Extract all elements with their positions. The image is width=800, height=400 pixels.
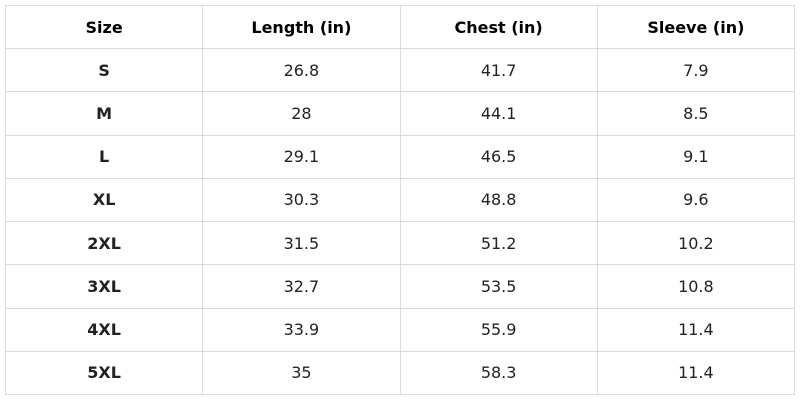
size-cell: XL (4, 177, 204, 223)
table-header: Size Length (in) Chest (in) Sleeve (in) (4, 5, 796, 49)
table-row: 4XL 33.9 55.9 11.4 (4, 307, 796, 352)
size-cell: 4XL (4, 307, 204, 352)
measure-cell: 44.1 (399, 91, 598, 136)
header-cell: Chest (in) (399, 5, 598, 49)
table-row: 3XL 32.7 53.5 10.8 (4, 264, 796, 309)
measure-cell: 10.8 (596, 264, 796, 309)
table-row: 5XL 35 58.3 11.4 (4, 350, 796, 396)
measure-cell: 41.7 (399, 47, 598, 93)
measure-cell: 11.4 (596, 307, 796, 352)
size-cell: 2XL (4, 220, 204, 266)
measure-cell: 9.6 (596, 177, 796, 223)
size-cell: L (4, 134, 204, 179)
size-cell: M (4, 91, 204, 136)
measure-cell: 53.5 (399, 264, 598, 309)
measure-cell: 55.9 (399, 307, 598, 352)
measure-cell: 58.3 (399, 350, 598, 396)
measure-cell: 51.2 (399, 220, 598, 266)
measure-cell: 26.8 (202, 47, 401, 93)
measure-cell: 9.1 (596, 134, 796, 179)
table-row: XL 30.3 48.8 9.6 (4, 177, 796, 223)
header-row: Size Length (in) Chest (in) Sleeve (in) (4, 5, 796, 49)
measure-cell: 28 (202, 91, 401, 136)
measure-cell: 11.4 (596, 350, 796, 396)
measure-cell: 46.5 (399, 134, 598, 179)
measure-cell: 33.9 (202, 307, 401, 352)
table-row: S 26.8 41.7 7.9 (4, 47, 796, 93)
header-cell: Sleeve (in) (596, 5, 796, 49)
table-row: M 28 44.1 8.5 (4, 91, 796, 136)
size-cell: 5XL (4, 350, 204, 396)
measure-cell: 48.8 (399, 177, 598, 223)
measure-cell: 8.5 (596, 91, 796, 136)
measure-cell: 32.7 (202, 264, 401, 309)
measure-cell: 29.1 (202, 134, 401, 179)
table-row: 2XL 31.5 51.2 10.2 (4, 220, 796, 266)
table-body: S 26.8 41.7 7.9 M 28 44.1 8.5 L 29.1 46.5 9.1 XL 30.3… (4, 47, 796, 396)
measure-cell: 10.2 (596, 220, 796, 266)
header-cell: Length (in) (202, 5, 401, 49)
size-chart: Size Length (in) Chest (in) Sleeve (in) S 26… (4, 5, 796, 396)
size-table: Size Length (in) Chest (in) Sleeve (in) S 26… (4, 5, 796, 396)
measure-cell: 31.5 (202, 220, 401, 266)
size-cell: 3XL (4, 264, 204, 309)
size-cell: S (4, 47, 204, 93)
measure-cell: 30.3 (202, 177, 401, 223)
header-cell: Size (4, 5, 204, 49)
measure-cell: 35 (202, 350, 401, 396)
table-row: L 29.1 46.5 9.1 (4, 134, 796, 179)
measure-cell: 7.9 (596, 47, 796, 93)
